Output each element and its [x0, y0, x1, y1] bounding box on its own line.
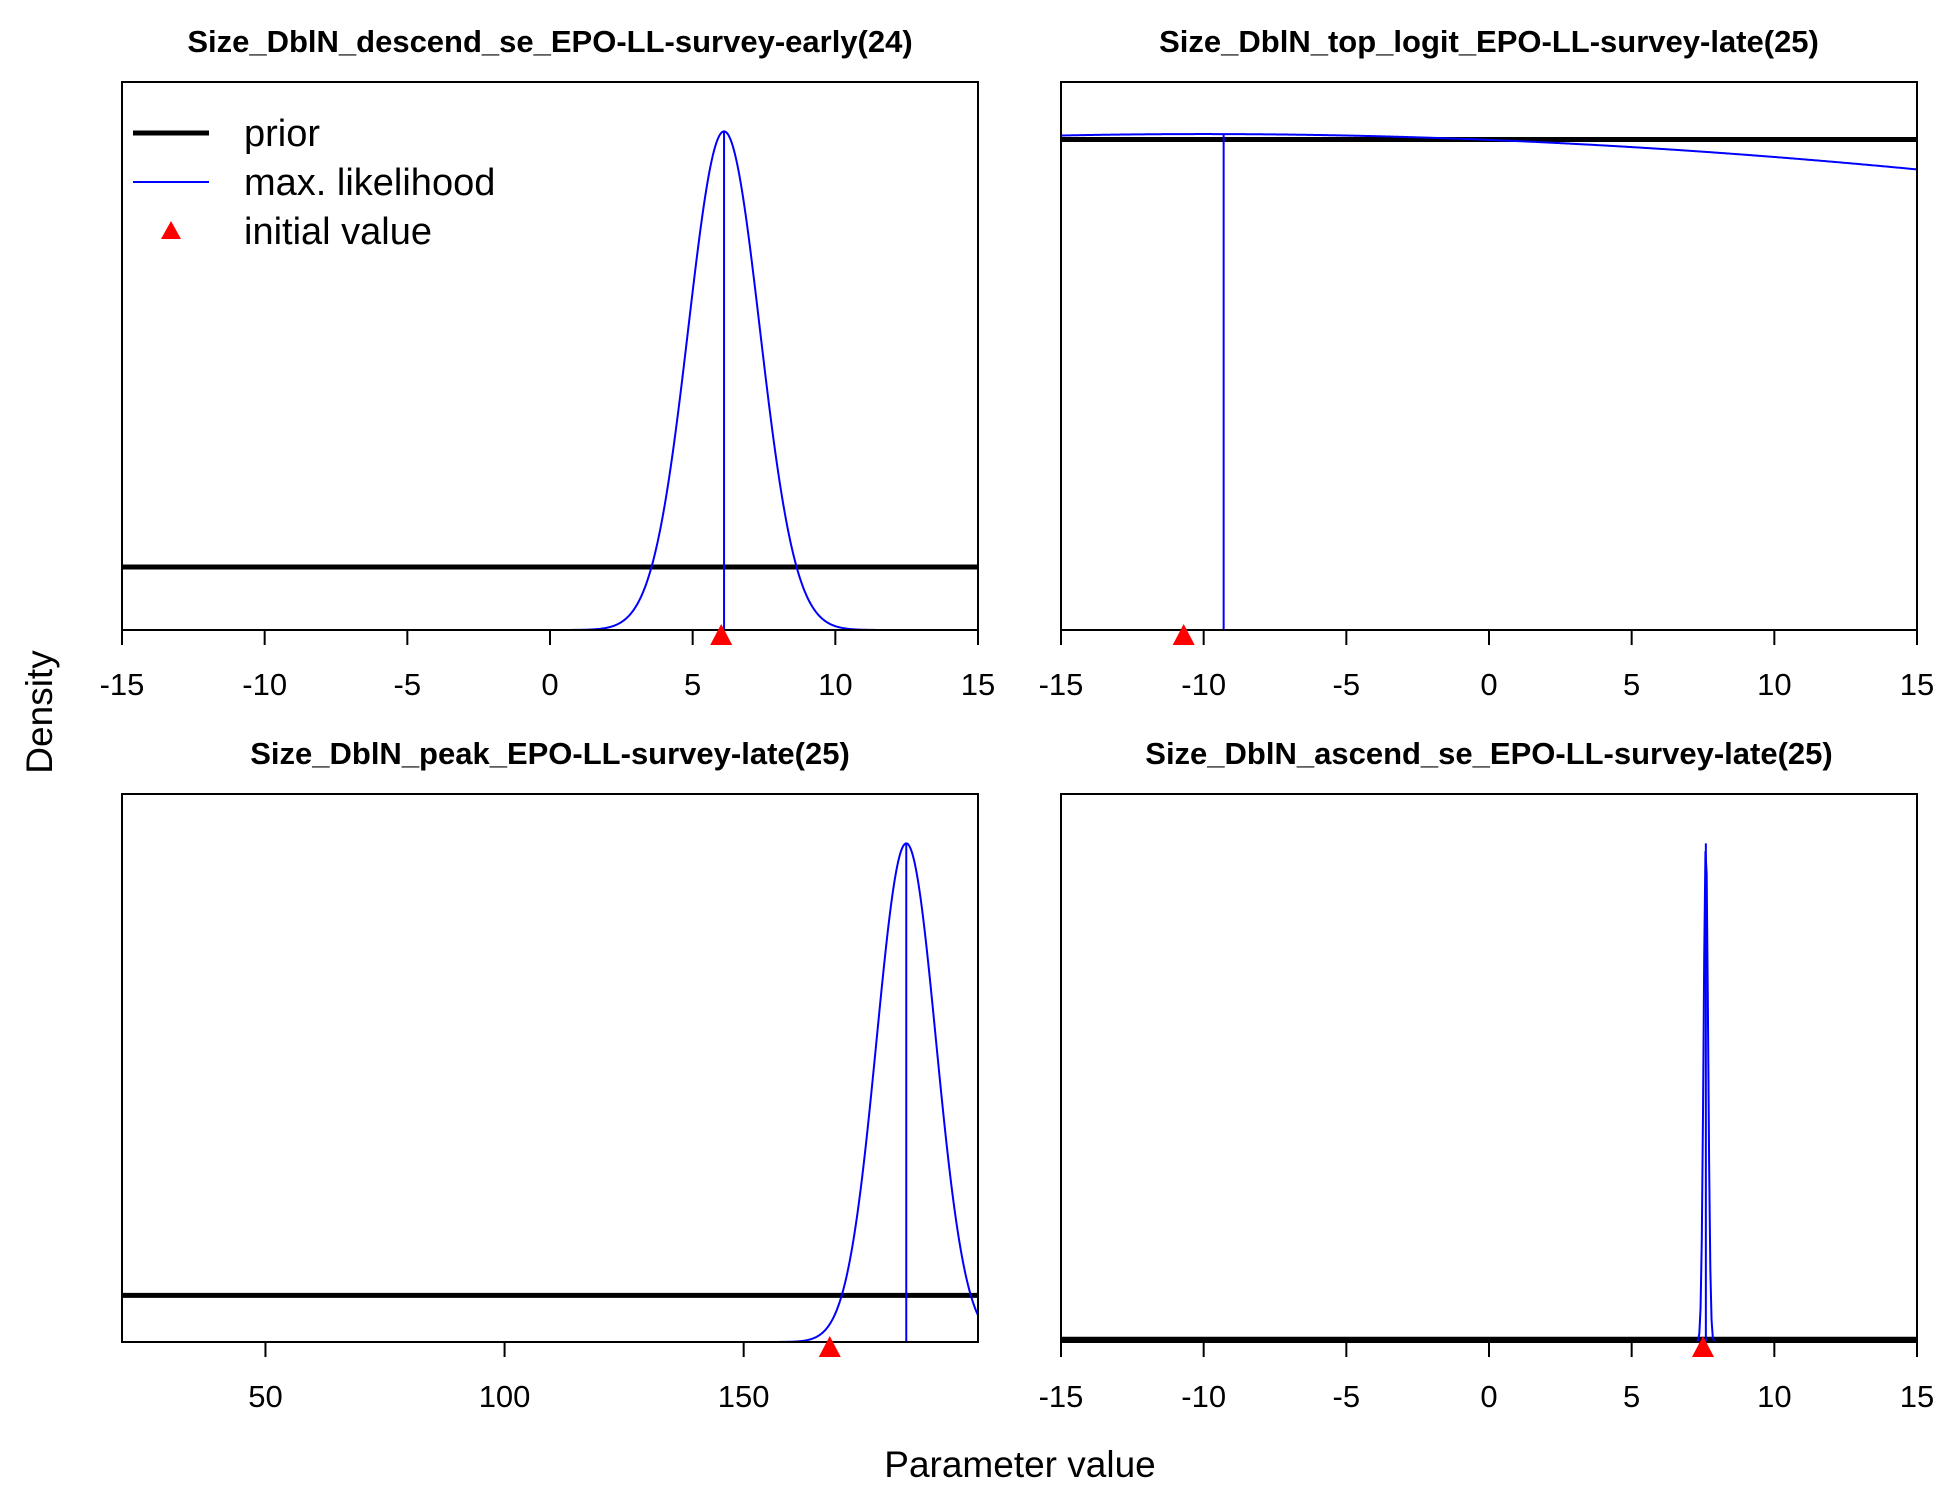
x-tick-label: 10 — [1757, 1379, 1791, 1414]
panel-title: Size_DblN_descend_se_EPO-LL-survey-early… — [187, 24, 912, 59]
legend-label: initial value — [244, 211, 432, 253]
likelihood-curve — [122, 130, 978, 630]
plot-frame — [121, 793, 979, 1343]
legend-initial-swatch — [161, 221, 181, 239]
x-tick-label: 0 — [541, 667, 558, 702]
x-tick-label: 100 — [479, 1379, 531, 1414]
x-tick-label: 50 — [248, 1379, 282, 1414]
x-axis-title: Parameter value — [884, 1444, 1155, 1485]
x-tick-label: -10 — [1181, 1379, 1226, 1414]
x-tick-label: -5 — [1333, 667, 1361, 702]
x-tick-label: 10 — [818, 667, 852, 702]
legend-label: prior — [244, 113, 320, 155]
plot-area — [1061, 843, 1917, 1342]
plot-frame — [1060, 81, 1918, 631]
legend-label: max. likelihood — [244, 162, 495, 204]
x-tick-label: 10 — [1757, 667, 1791, 702]
legend: prior max. likelihood initial value — [133, 113, 495, 253]
x-tick-label: -15 — [1039, 1379, 1084, 1414]
panel-3: Size_DblN_peak_EPO-LL-survey-late(25) 50 1… — [121, 736, 979, 1414]
plot-area — [122, 130, 978, 630]
x-tick-label: 15 — [1900, 667, 1934, 702]
initial-value-marker — [1692, 1336, 1714, 1357]
x-tick-label: -10 — [242, 667, 287, 702]
initial-value-marker — [710, 624, 733, 645]
x-tick-label: 5 — [684, 667, 701, 702]
panel-title: Size_DblN_top_logit_EPO-LL-survey-late(2… — [1159, 24, 1819, 59]
x-tick-label: 0 — [1480, 1379, 1497, 1414]
x-tick-label: 5 — [1623, 1379, 1640, 1414]
y-axis-title: Density — [19, 650, 60, 774]
plot-frame — [1060, 793, 1918, 1343]
panels: Size_DblN_descend_se_EPO-LL-survey-early… — [100, 24, 1935, 1414]
initial-value-marker — [1172, 624, 1195, 645]
x-tick-label: -15 — [1039, 667, 1084, 702]
initial-value-marker — [818, 1336, 841, 1357]
x-tick-label: 5 — [1623, 667, 1640, 702]
panel-2: Size_DblN_top_logit_EPO-LL-survey-late(2… — [1039, 24, 1935, 702]
x-tick-label: 0 — [1480, 667, 1497, 702]
panel-4: Size_DblN_ascend_se_EPO-LL-survey-late(2… — [1039, 736, 1935, 1414]
plot-area — [122, 842, 978, 1342]
x-tick-label: 15 — [961, 667, 995, 702]
plot-area — [1061, 133, 1917, 630]
x-tick-label: -5 — [1333, 1379, 1361, 1414]
likelihood-curve — [122, 842, 978, 1342]
panel-title: Size_DblN_ascend_se_EPO-LL-survey-late(2… — [1145, 736, 1832, 771]
x-tick-label: 150 — [718, 1379, 770, 1414]
x-tick-label: -15 — [100, 667, 145, 702]
likelihood-curve — [1061, 133, 1917, 171]
panel-title: Size_DblN_peak_EPO-LL-survey-late(25) — [250, 736, 850, 771]
likelihood-curve — [1061, 851, 1917, 1342]
x-tick-label: 15 — [1900, 1379, 1934, 1414]
x-tick-label: -10 — [1181, 667, 1226, 702]
panel-1: Size_DblN_descend_se_EPO-LL-survey-early… — [100, 24, 996, 702]
x-tick-label: -5 — [394, 667, 422, 702]
